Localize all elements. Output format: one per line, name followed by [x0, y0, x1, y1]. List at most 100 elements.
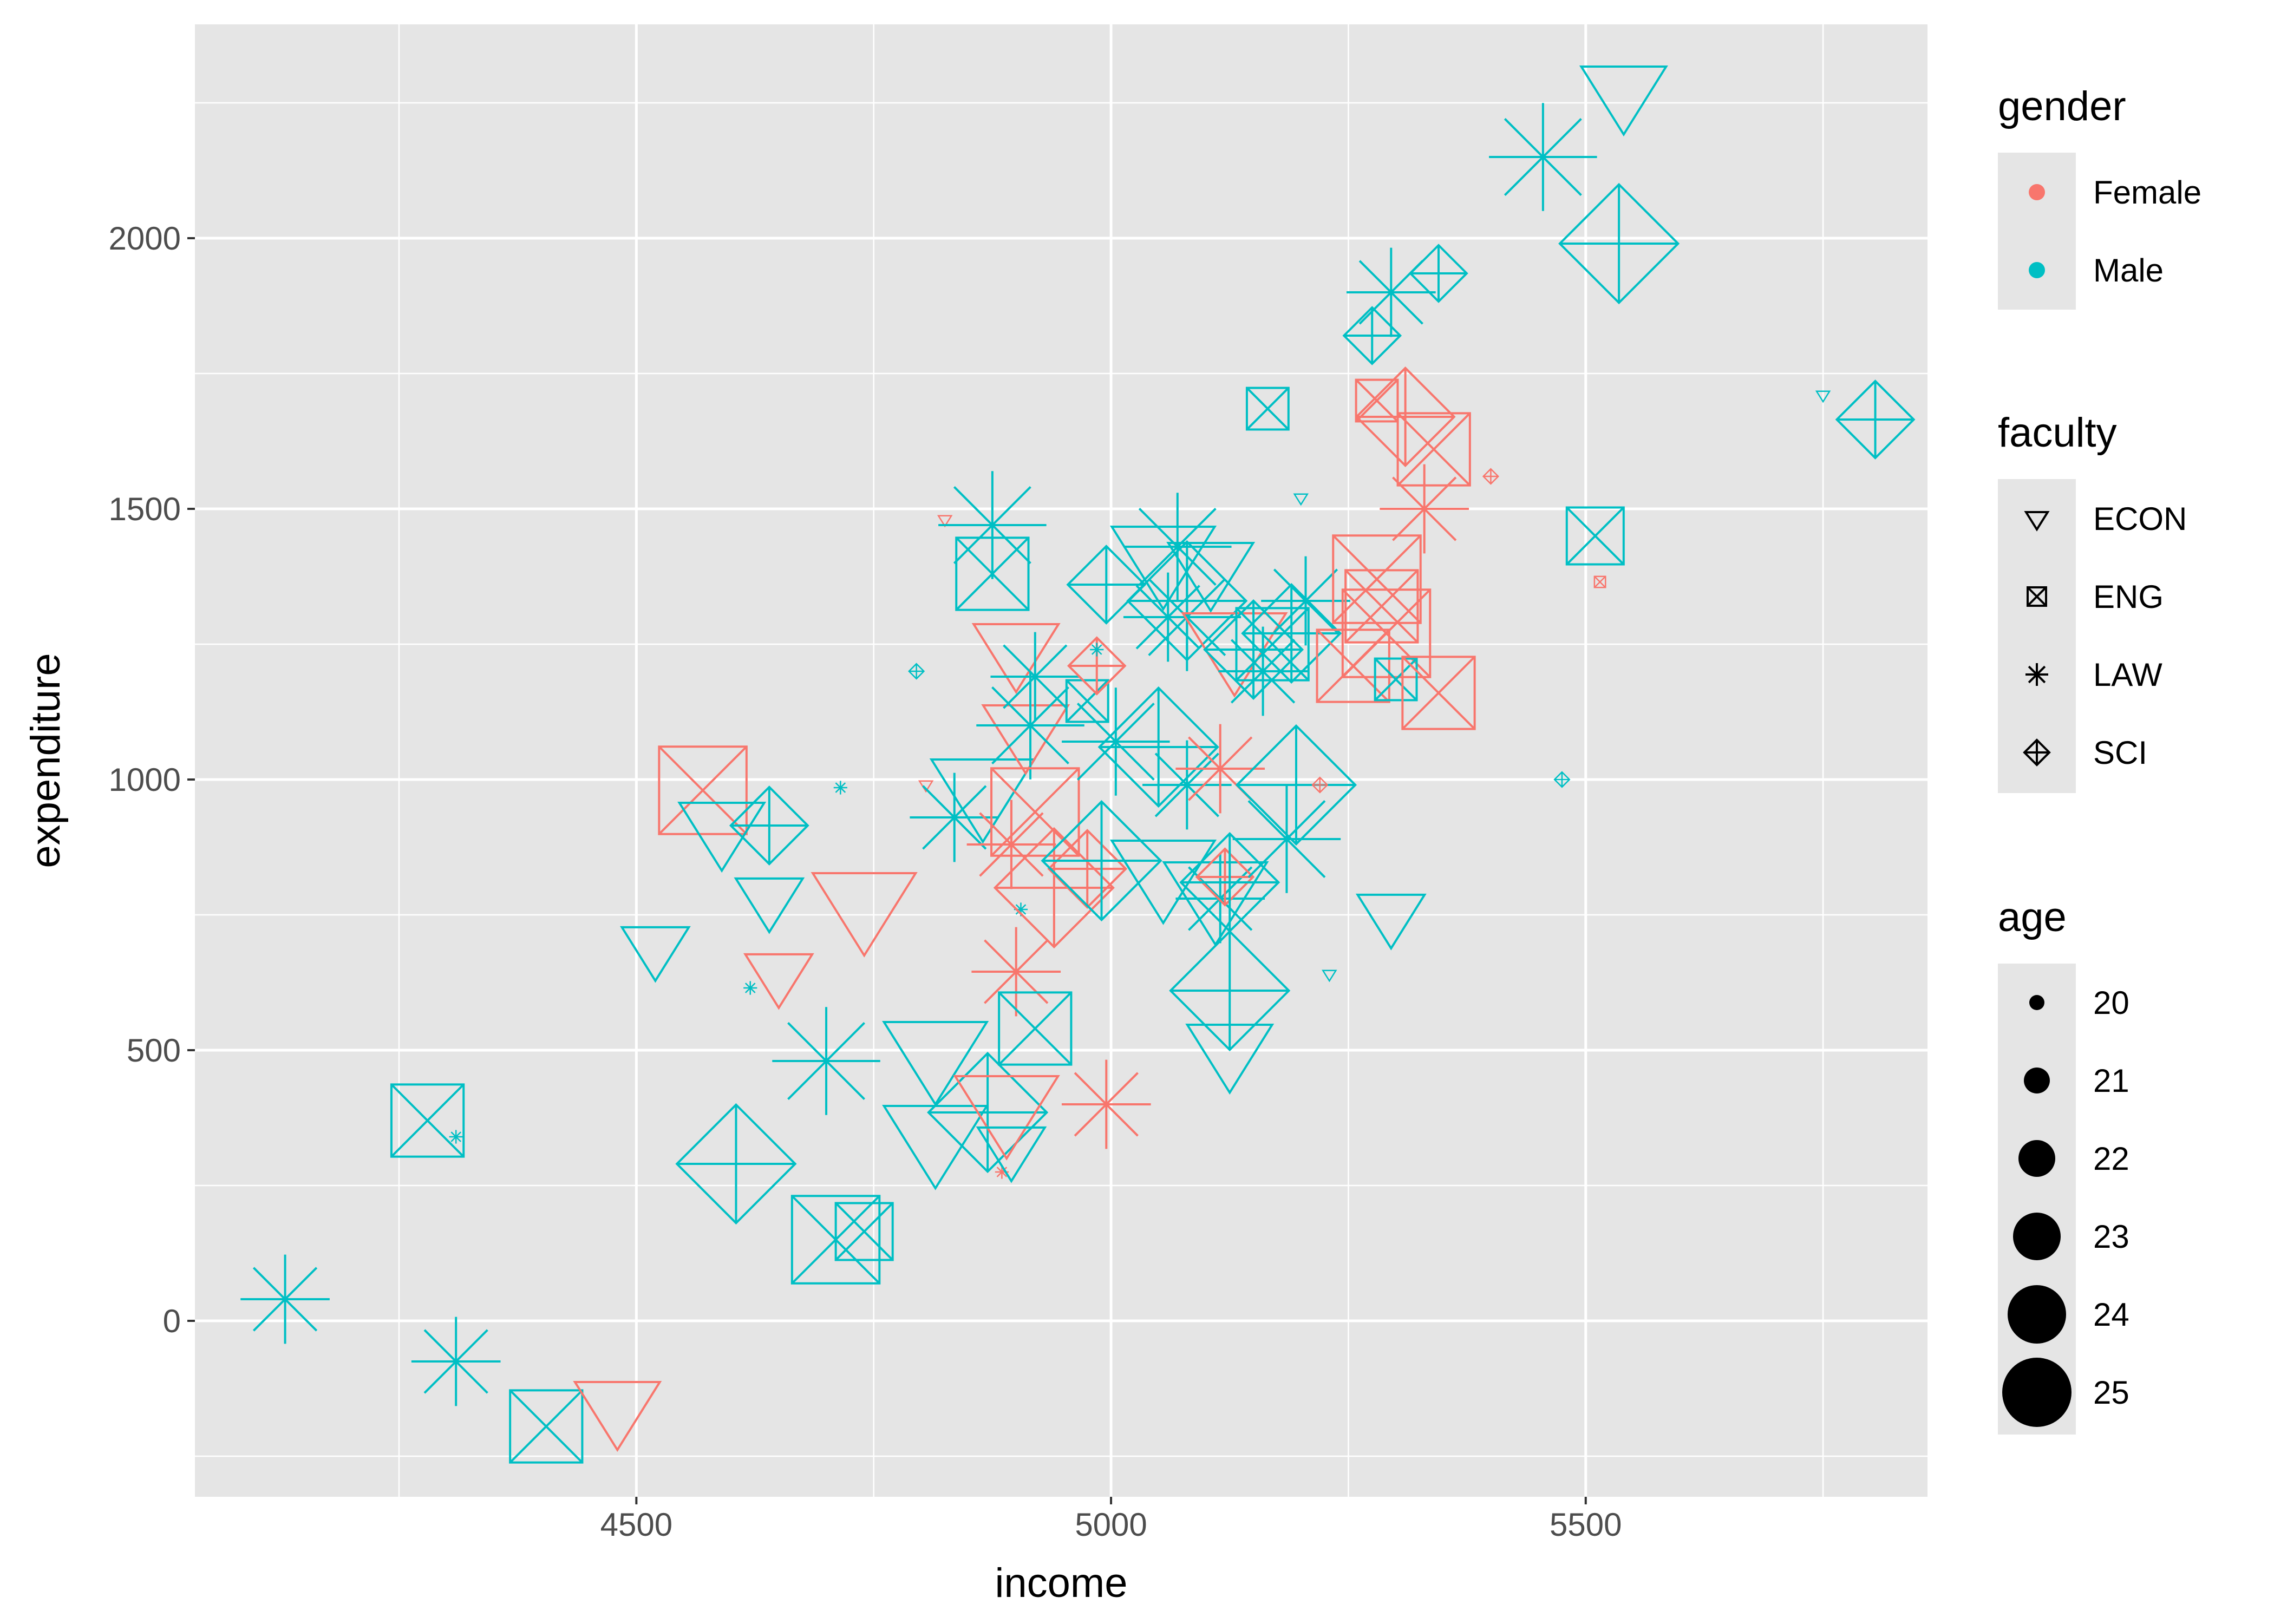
data-point: [411, 1317, 501, 1406]
cross-line: [1342, 588, 1431, 678]
cross-line: [835, 1202, 894, 1261]
data-point: [1593, 575, 1606, 588]
square-mark: [1355, 378, 1399, 423]
asterisk-line: [953, 486, 1031, 564]
data-point: [1195, 847, 1255, 907]
asterisk-line: [922, 785, 987, 850]
x-tick-label: 5000: [1075, 1507, 1147, 1543]
data-point: [1482, 468, 1499, 485]
legend-key-age-21: [2024, 1068, 2050, 1093]
data-point: [833, 781, 847, 795]
legend-key-background: [1998, 964, 2076, 1435]
legend-title-faculty: faculty: [1998, 410, 2117, 456]
data-point: [1142, 740, 1232, 830]
asterisk-line: [984, 939, 1049, 1004]
square-mark: [1245, 387, 1290, 431]
data-point: [971, 623, 1061, 695]
triangle-mark: [1166, 541, 1256, 613]
square-mark: [1235, 607, 1310, 682]
data-point: [1341, 588, 1432, 678]
data-point: [1232, 785, 1341, 893]
data-point: [1355, 378, 1399, 423]
data-point: [1380, 464, 1469, 554]
triangle-mark: [734, 877, 805, 934]
square-mark: [509, 1389, 584, 1464]
data-point: [1322, 970, 1337, 983]
data-point: [976, 1126, 1047, 1183]
legend-key-male: [2029, 262, 2045, 278]
data-point: [1355, 893, 1427, 951]
triangle-mark: [1185, 1023, 1275, 1095]
triangle-mark: [1355, 893, 1427, 951]
data-point: [1344, 569, 1419, 644]
data-point: [1235, 607, 1310, 682]
y-tick-label: 1500: [109, 491, 181, 527]
triangle-mark: [981, 704, 1070, 776]
data-point: [1261, 556, 1350, 646]
square-mark: [390, 1083, 465, 1158]
data-point: [1169, 929, 1291, 1052]
asterisk-line: [1247, 800, 1326, 878]
triangle-mark: [811, 872, 918, 958]
y-axis: 0 500 1000 1500 2000: [109, 220, 195, 1339]
legend-key-sci: [2023, 738, 2051, 767]
legend-label-law: LAW: [2093, 657, 2162, 693]
legend-label-eng: ENG: [2093, 579, 2164, 615]
cross-line: [390, 1083, 465, 1158]
data-point: [1065, 679, 1109, 723]
triangle-mark: [882, 1021, 989, 1106]
triangle-mark: [1109, 526, 1217, 611]
asterisk-line: [1504, 118, 1582, 196]
data-point: [1396, 412, 1471, 487]
plot-panel: [195, 24, 1927, 1497]
data-point: [729, 785, 809, 866]
data-point: [834, 1202, 894, 1261]
data-point: [1235, 724, 1357, 846]
legend-label-age-20: 20: [2093, 985, 2129, 1021]
data-point: [743, 953, 814, 1010]
data-point: [1166, 541, 1256, 613]
triangle-mark: [1322, 970, 1337, 983]
data-point: [620, 926, 691, 983]
square-mark: [834, 1202, 894, 1261]
legend-title-gender: gender: [1998, 83, 2126, 129]
data-point: [1123, 493, 1232, 601]
square-mark: [2027, 586, 2047, 607]
triangle-mark: [1579, 65, 1668, 137]
data-point: [573, 1380, 662, 1452]
square-mark: [990, 767, 1080, 857]
asterisk-line: [423, 1329, 488, 1394]
data-point: [1558, 182, 1680, 305]
asterisk-line: [1392, 476, 1457, 541]
legend-key-age-22: [2018, 1140, 2055, 1177]
data-point: [240, 1254, 330, 1344]
square-mark: [1374, 657, 1418, 702]
data-point: [390, 1083, 465, 1158]
data-point: [927, 1051, 1049, 1174]
data-point: [953, 1075, 1060, 1161]
legend-label-male: Male: [2093, 252, 2164, 289]
legend-label-econ: ECON: [2093, 501, 2187, 537]
data-point: [981, 704, 1070, 776]
asterisk-line: [1091, 644, 1102, 655]
legend-label-age-24: 24: [2093, 1296, 2129, 1333]
data-point: [1489, 103, 1597, 211]
asterisk-line: [1273, 568, 1338, 633]
legend-label-age-23: 23: [2093, 1219, 2129, 1255]
asterisk-line: [1076, 703, 1155, 781]
triangle-mark: [620, 926, 691, 983]
asterisk-line: [835, 782, 846, 793]
data-point: [1066, 545, 1147, 625]
cross-line: [1355, 379, 1399, 422]
asterisk-line: [996, 1167, 1008, 1177]
legend-label-sci: SCI: [2093, 735, 2147, 771]
data-point: [976, 671, 1084, 780]
cross-line: [1246, 387, 1290, 430]
cross-line: [1397, 412, 1471, 487]
cross-line: [998, 991, 1072, 1066]
cross-line: [1236, 607, 1310, 682]
data-point: [1218, 626, 1308, 716]
asterisk-line: [252, 1267, 318, 1332]
asterisk-line: [1230, 639, 1296, 704]
data-points: [240, 65, 1916, 1464]
